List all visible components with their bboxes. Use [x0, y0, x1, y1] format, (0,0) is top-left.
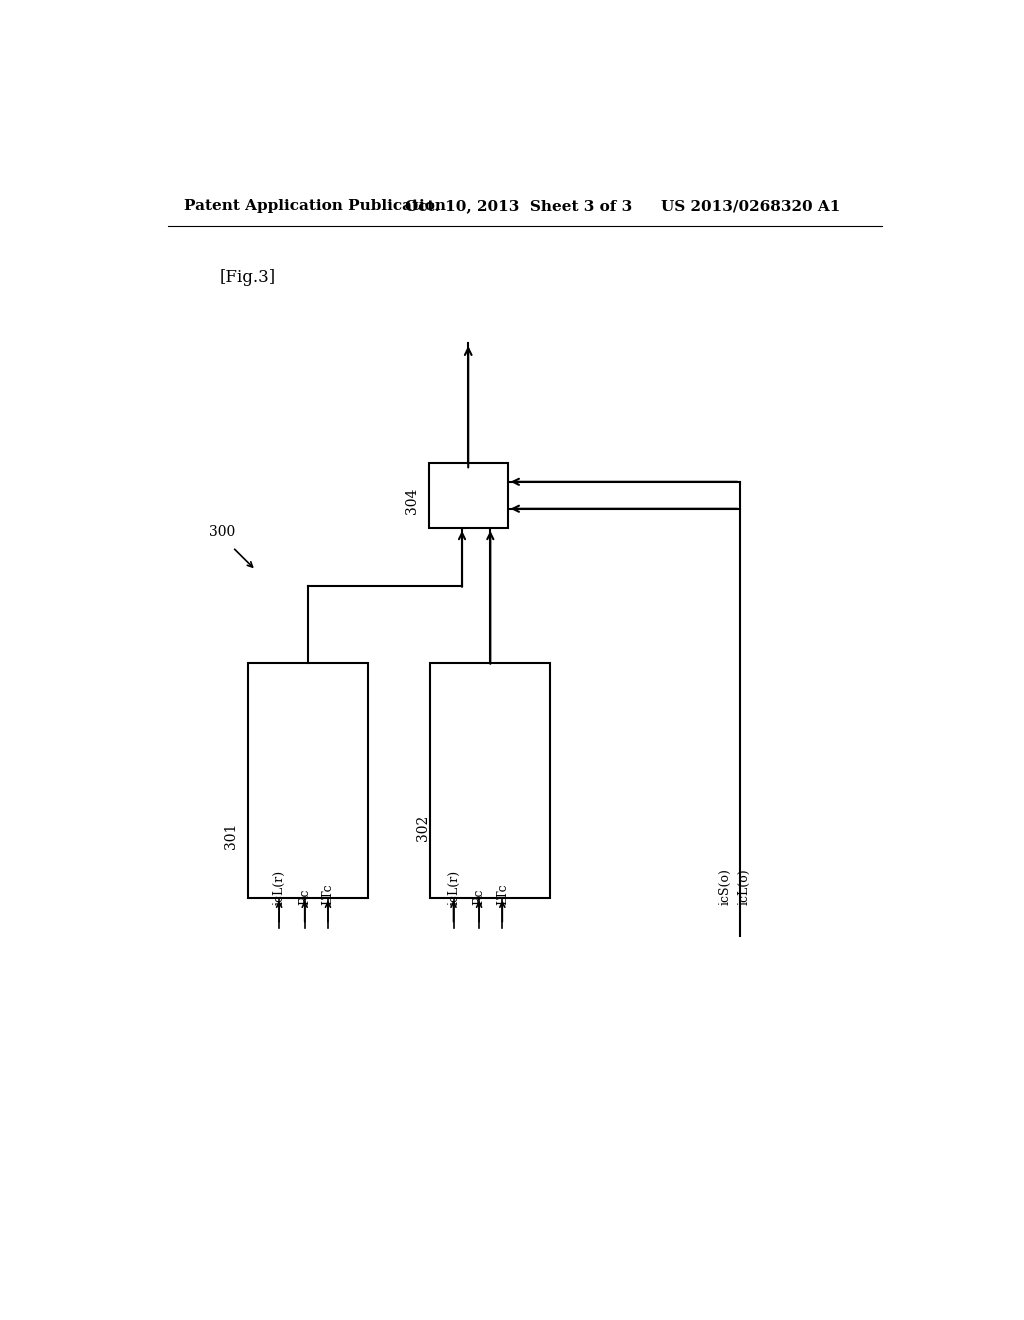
Text: icL(r): icL(r)	[272, 870, 286, 906]
Text: 302: 302	[416, 816, 429, 841]
Text: LTc: LTc	[496, 883, 509, 906]
Text: Oct. 10, 2013  Sheet 3 of 3: Oct. 10, 2013 Sheet 3 of 3	[404, 199, 632, 213]
Text: icL(r): icL(r)	[447, 870, 460, 906]
Text: US 2013/0268320 A1: US 2013/0268320 A1	[662, 199, 841, 213]
Text: icL(o): icL(o)	[737, 869, 751, 906]
Text: [Fig.3]: [Fig.3]	[219, 268, 275, 285]
Text: Patent Application Publication: Patent Application Publication	[183, 199, 445, 213]
Text: Rc: Rc	[472, 888, 485, 906]
Bar	[429, 462, 508, 528]
Text: LTc: LTc	[322, 883, 335, 906]
Text: Rc: Rc	[298, 888, 311, 906]
Text: 300: 300	[209, 525, 236, 539]
Bar	[248, 663, 369, 898]
Text: 304: 304	[404, 488, 419, 515]
Text: 301: 301	[224, 822, 238, 849]
Text: icS(o): icS(o)	[718, 869, 731, 906]
Bar	[430, 663, 550, 898]
